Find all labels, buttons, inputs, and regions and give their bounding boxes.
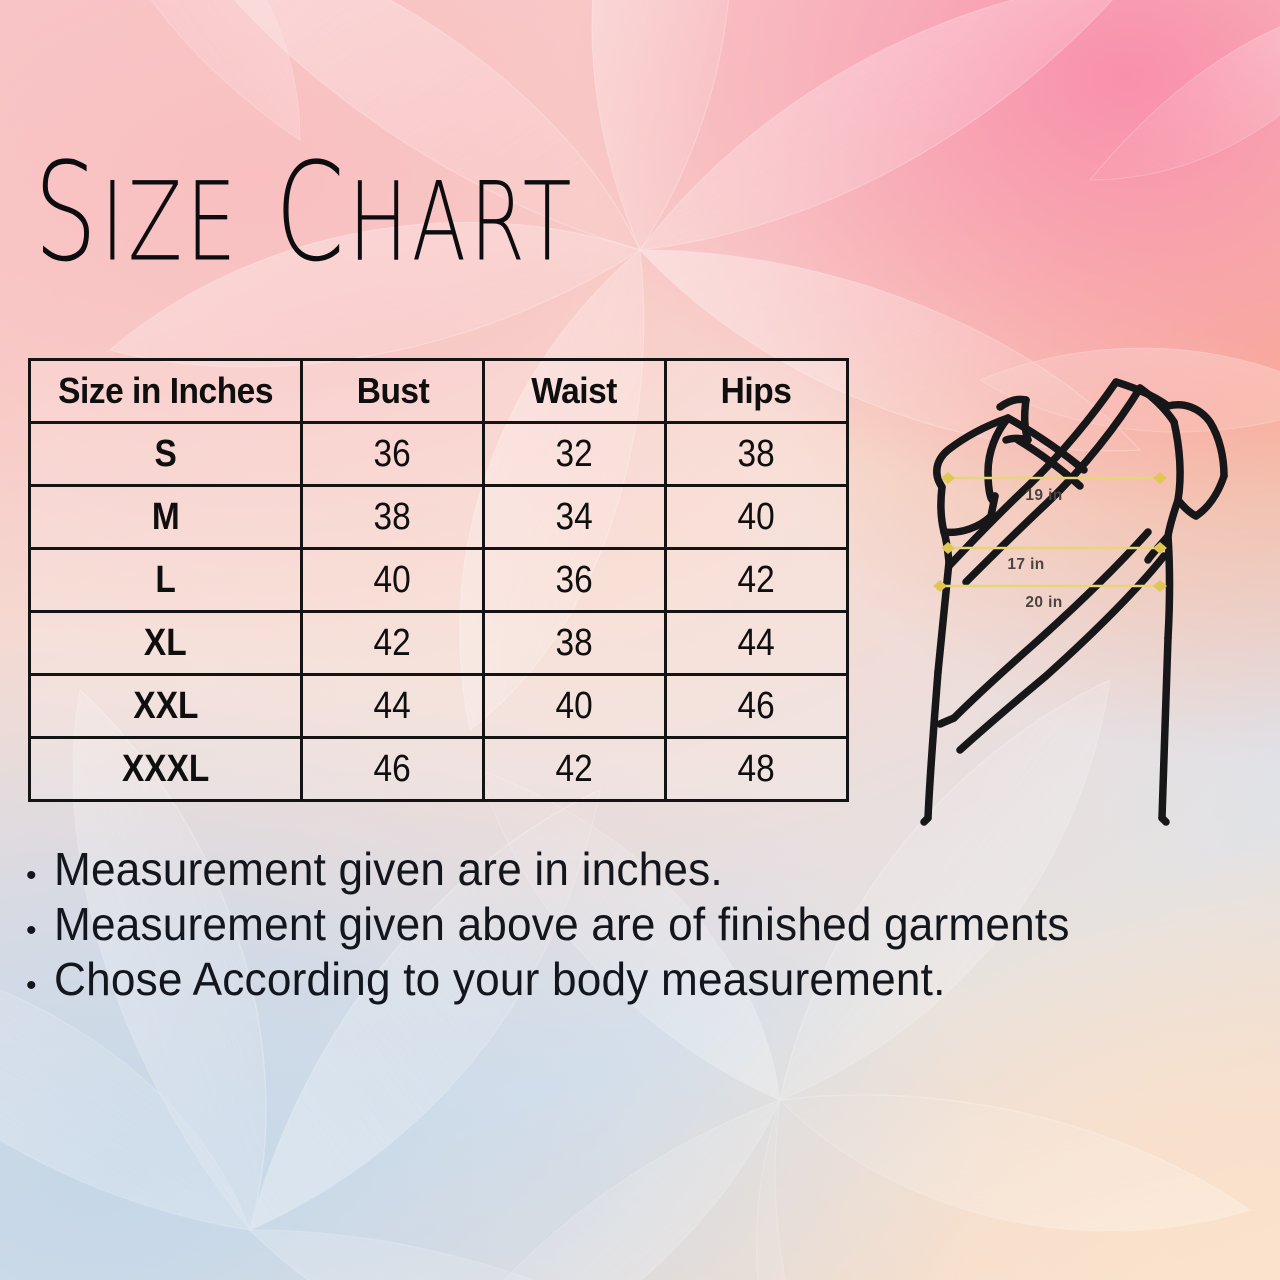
bullet-icon: • [26,859,37,892]
cell-size: XXL [28,673,303,739]
title-word1-cap: S [34,134,101,293]
cell-bust-value: 36 [373,432,412,475]
column-header-waist-label: Waist [531,370,618,411]
cell-waist: 42 [482,736,667,802]
cell-waist: 32 [482,421,667,487]
cell-bust-value: 44 [373,684,412,727]
bullet-icon: • [26,914,37,947]
cell-hips-value: 38 [737,432,776,475]
table-row: XXXL 46 42 48 [28,736,849,802]
measure-endpoint-icon [1153,472,1167,484]
cell-size-value: XXL [132,684,199,727]
cell-size-value: XXXL [121,747,210,790]
cell-hips-value: 42 [737,558,776,601]
cell-bust: 46 [300,736,485,802]
cell-size: M [28,484,303,550]
cell-waist-value: 34 [555,495,594,538]
cell-size-value: M [151,495,180,538]
cell-waist: 38 [482,610,667,676]
cell-size: XL [28,610,303,676]
cell-hips: 44 [664,610,849,676]
cell-hips: 38 [664,421,849,487]
column-header-waist: Waist [482,358,667,424]
measure-endpoint-icon [941,472,955,484]
cell-size: L [28,547,303,613]
note-text: Chose According to your body measurement… [54,953,946,1005]
cell-waist-value: 36 [555,558,594,601]
measure-endpoint-icon [933,580,947,592]
cell-hips: 48 [664,736,849,802]
table-row: XL 42 38 44 [28,610,849,676]
column-header-hips: Hips [664,358,849,424]
column-header-bust: Bust [300,358,485,424]
column-header-bust-label: Bust [356,370,429,411]
note-text: Measurement given are in inches. [54,843,723,895]
note-text: Measurement given above are of finished … [54,898,1070,950]
title-word2-cap: C [275,134,349,293]
cell-bust: 36 [300,421,485,487]
cell-waist-value: 38 [555,621,594,664]
cell-size: XXXL [28,736,303,802]
cell-waist-value: 40 [555,684,594,727]
cell-size: S [28,421,303,487]
cell-bust-value: 46 [373,747,412,790]
measure-endpoint-icon [1153,580,1167,592]
cell-bust: 40 [300,547,485,613]
notes-list: • Measurement given are in inches. • Mea… [26,846,1276,1011]
title-word1-rest: IZE [100,159,240,286]
cell-bust: 38 [300,484,485,550]
title-word2-rest: HART [348,159,576,286]
table-row: L 40 36 42 [28,547,849,613]
cell-hips: 42 [664,547,849,613]
cell-waist-value: 32 [555,432,594,475]
cell-bust-value: 40 [373,558,412,601]
bullet-icon: • [26,969,37,1002]
cell-bust-value: 42 [373,621,412,664]
garment-illustration: 19 in 17 in 20 in [848,352,1252,838]
cell-waist: 36 [482,547,667,613]
measurement-lines [933,472,1167,592]
measure-endpoint-icon [1153,542,1167,554]
list-item: • Measurement given are in inches. [26,846,1276,901]
cell-hips-value: 48 [737,747,776,790]
size-chart-table: Size in Inches Bust Waist Hips S 36 32 3… [28,358,849,802]
cell-size-value: S [154,432,177,475]
column-header-hips-label: Hips [721,370,792,411]
table-row: S 36 32 38 [28,421,849,487]
cell-bust-value: 38 [373,495,412,538]
cell-bust: 42 [300,610,485,676]
column-header-size: Size in Inches [28,358,303,424]
cell-hips: 46 [664,673,849,739]
cell-size-value: L [155,558,176,601]
cell-hips-value: 40 [737,495,776,538]
measurement-label-bust: 19 in [1025,487,1062,504]
cell-waist: 34 [482,484,667,550]
cell-bust: 44 [300,673,485,739]
measure-endpoint-icon [941,542,955,554]
measurement-label-hips: 20 in [1025,594,1062,611]
table-row: XXL 44 40 46 [28,673,849,739]
cell-waist: 40 [482,673,667,739]
page-title: SIZE CHART [34,145,575,282]
cell-hips-value: 44 [737,621,776,664]
cell-waist-value: 42 [555,747,594,790]
cell-hips-value: 46 [737,684,776,727]
cell-hips: 40 [664,484,849,550]
measurement-label-waist: 17 in [1007,556,1044,573]
cell-size-value: XL [144,621,187,664]
table-header-row: Size in Inches Bust Waist Hips [28,358,849,424]
table-row: M 38 34 40 [28,484,849,550]
column-header-size-label: Size in Inches [58,370,273,411]
list-item: • Chose According to your body measureme… [26,956,1276,1011]
list-item: • Measurement given above are of finishe… [26,901,1276,956]
